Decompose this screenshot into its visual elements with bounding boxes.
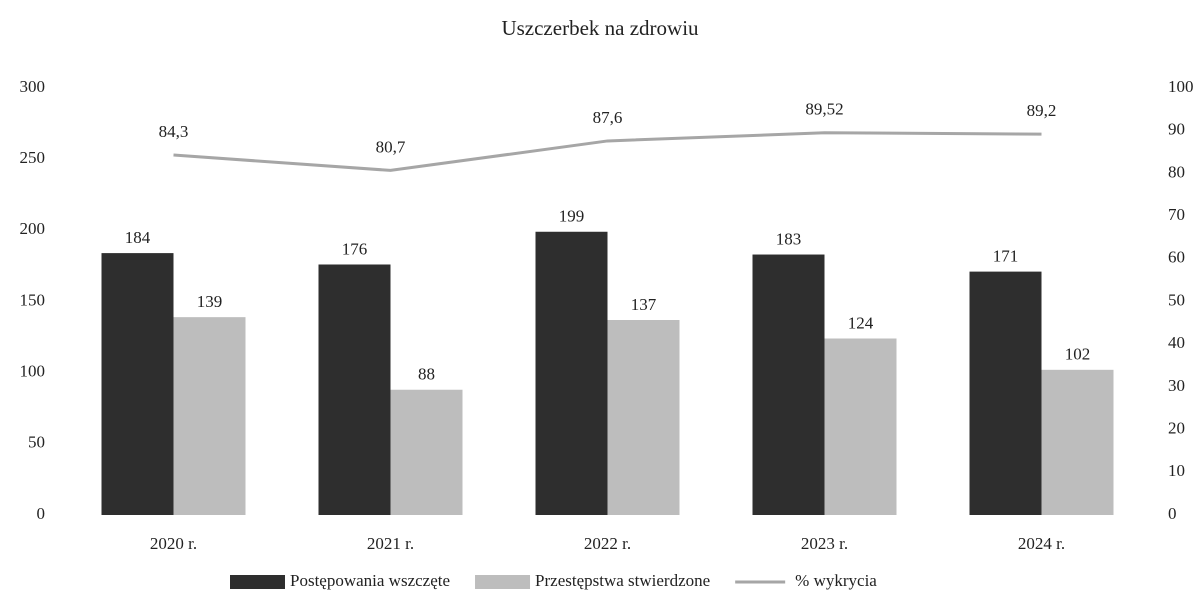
y2-tick-label: 50 bbox=[1168, 290, 1185, 309]
y2-tick-label: 0 bbox=[1168, 504, 1177, 523]
line-value-label: 80,7 bbox=[376, 137, 406, 156]
bar bbox=[752, 254, 825, 515]
bar-value-label: 88 bbox=[418, 365, 435, 384]
bar bbox=[1041, 369, 1114, 515]
line-value-label: 89,52 bbox=[805, 100, 843, 119]
y-tick-label: 50 bbox=[28, 433, 45, 452]
bar-value-label: 124 bbox=[848, 313, 874, 332]
chart-title: Uszczerbek na zdrowiu bbox=[501, 16, 699, 40]
y2-tick-label: 70 bbox=[1168, 205, 1185, 224]
y2-tick-label: 60 bbox=[1168, 248, 1185, 267]
y2-tick-label: 80 bbox=[1168, 162, 1185, 181]
y-tick-label: 0 bbox=[37, 504, 46, 523]
legend-swatch bbox=[230, 575, 285, 589]
y-tick-label: 300 bbox=[20, 77, 46, 96]
bar bbox=[173, 317, 246, 515]
bar bbox=[607, 320, 680, 515]
x-tick-label: 2023 r. bbox=[801, 534, 848, 553]
y-tick-label: 150 bbox=[20, 290, 46, 309]
bar-value-label: 184 bbox=[125, 228, 151, 247]
bar-value-label: 183 bbox=[776, 229, 802, 248]
y2-tick-label: 10 bbox=[1168, 461, 1185, 480]
bar bbox=[969, 271, 1042, 515]
y2-tick-label: 30 bbox=[1168, 376, 1185, 395]
legend-label: Postępowania wszczęte bbox=[290, 571, 450, 590]
y-tick-label: 250 bbox=[20, 148, 46, 167]
bar-value-label: 139 bbox=[197, 292, 223, 311]
bar bbox=[390, 389, 463, 515]
x-tick-label: 2021 r. bbox=[367, 534, 414, 553]
bar-value-label: 102 bbox=[1065, 345, 1091, 364]
line-value-label: 87,6 bbox=[593, 108, 623, 127]
bar bbox=[824, 338, 897, 515]
bar bbox=[101, 253, 174, 515]
y2-tick-label: 90 bbox=[1168, 120, 1185, 139]
y-tick-label: 100 bbox=[20, 362, 46, 381]
bar-value-label: 171 bbox=[993, 247, 1019, 266]
bar-value-label: 199 bbox=[559, 207, 585, 226]
y2-tick-label: 40 bbox=[1168, 333, 1185, 352]
x-tick-label: 2022 r. bbox=[584, 534, 631, 553]
x-tick-label: 2024 r. bbox=[1018, 534, 1065, 553]
legend-label: % wykrycia bbox=[795, 571, 877, 590]
bar-value-label: 137 bbox=[631, 295, 657, 314]
y-tick-label: 200 bbox=[20, 219, 46, 238]
x-tick-label: 2020 r. bbox=[150, 534, 197, 553]
line-value-label: 84,3 bbox=[159, 122, 189, 141]
legend-swatch bbox=[475, 575, 531, 589]
line-value-label: 89,2 bbox=[1027, 101, 1057, 120]
bar bbox=[535, 231, 608, 516]
line bbox=[173, 131, 1042, 172]
bar-value-label: 176 bbox=[342, 239, 368, 258]
y2-tick-label: 20 bbox=[1168, 419, 1185, 438]
legend-label: Przestępstwa stwierdzone bbox=[535, 571, 710, 590]
y2-tick-label: 100 bbox=[1168, 77, 1194, 96]
bar bbox=[318, 264, 391, 515]
